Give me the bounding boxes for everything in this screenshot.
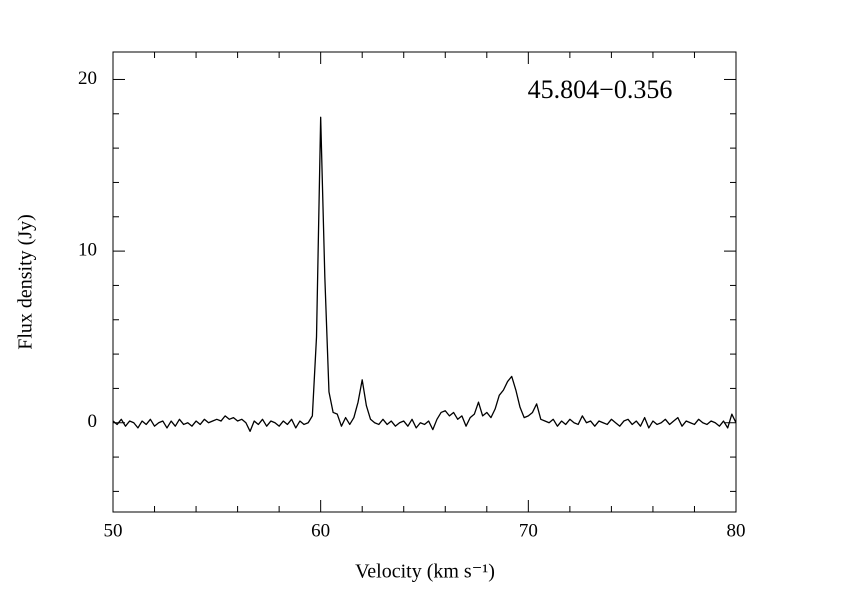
- x-tick-label: 50: [104, 520, 123, 541]
- plot-frame: [112, 51, 737, 513]
- x-axis-label: Velocity (km s⁻¹): [355, 561, 495, 583]
- x-tick-label: 80: [727, 520, 746, 541]
- annotation: 45.804−0.356: [528, 75, 673, 104]
- y-axis-label: Flux density (Jy): [15, 214, 37, 350]
- spectrum-line: [112, 116, 737, 432]
- y-tick-label: 10: [78, 239, 97, 260]
- x-tick-label: 60: [311, 520, 330, 541]
- y-tick-label: 20: [78, 68, 97, 89]
- x-tick-label: 70: [519, 520, 538, 541]
- y-tick-label: 0: [88, 411, 98, 432]
